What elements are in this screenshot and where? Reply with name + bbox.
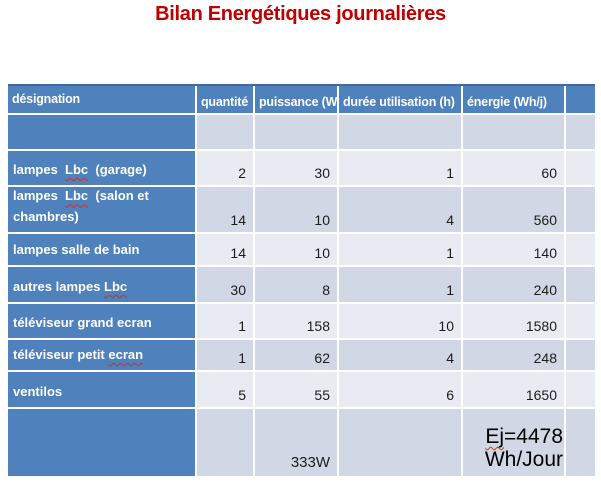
misspelled-word: Lbc [104,279,128,295]
cell-quantite: 14 [197,187,255,232]
header-duree: durée utilisation (h) [339,86,463,113]
cell-puissance [255,115,339,149]
cell-puissance: 158 [255,304,339,338]
cell-duree: 1 [339,151,463,185]
table-row: téléviseur petit ecran 1 62 4 248 [8,340,595,372]
header-quantite: quantité [197,86,255,113]
table-row: lampes salle de bain 14 10 1 140 [8,234,595,267]
cell-puissance: 8 [255,267,339,302]
cell-designation: lampes salle de bain [8,234,197,265]
cell-designation [8,115,197,149]
cell-puissance: 55 [255,372,339,407]
table-row: téléviseur grand ecran 1 158 10 1580 [8,304,595,340]
cell-puissance: 62 [255,340,339,370]
table-row: autres lampes Lbc 30 8 1 240 [8,267,595,304]
slide-title: Bilan Energétiques journalières [155,3,446,25]
table-row: lampes Lbc (garage) 2 30 1 60 [8,151,595,187]
cell-duree: 6 [339,372,463,407]
cell-duree: 1 [339,267,463,302]
cell-designation: téléviseur grand ecran [8,304,197,338]
cell-quantite: 1 [197,304,255,338]
cell-duree: 10 [339,304,463,338]
cell-extra [566,187,595,232]
cell-energie: 1580 [463,304,566,338]
cell-extra [566,409,595,476]
cell-energie: 560 [463,187,566,232]
cell-quantite: 2 [197,151,255,185]
cell-extra [566,372,595,407]
misspelled-word: Ej [485,424,505,448]
cell-energie: Ej=4478 Wh/Jour [463,409,566,476]
energy-table: désignation quantité puissance (W) durée ut… [8,84,595,476]
header-energie: énergie (Wh/j) [463,86,566,113]
cell-energie: 60 [463,151,566,185]
misspelled-word: Lbc [65,188,89,204]
cell-extra [566,115,595,149]
cell-quantite [197,115,255,149]
cell-energie: 1650 [463,372,566,407]
cell-duree: 1 [339,234,463,265]
cell-extra [566,234,595,265]
cell-puissance: 10 [255,187,339,232]
header-extra [566,86,595,113]
cell-energie: 140 [463,234,566,265]
cell-energie [463,115,566,149]
cell-extra [566,340,595,370]
cell-puissance: 10 [255,234,339,265]
cell-extra [566,304,595,338]
cell-quantite: 30 [197,267,255,302]
misspelled-word: Lbc [65,162,89,178]
cell-duree: 4 [339,340,463,370]
cell-puissance: 30 [255,151,339,185]
table-row [8,115,595,151]
cell-energie: 248 [463,340,566,370]
cell-designation [8,409,197,476]
cell-designation: autres lampes Lbc [8,267,197,302]
cell-duree: 4 [339,187,463,232]
cell-quantite: 1 [197,340,255,370]
cell-quantite [197,409,255,476]
cell-duree [339,409,463,476]
cell-designation: ventilos [8,372,197,407]
table-row: ventilos 5 55 6 1650 [8,372,595,409]
cell-designation: lampes Lbc (garage) [8,151,197,185]
table-row: lampes Lbc (salon et chambres) 14 10 4 560 [8,187,595,234]
table-header-row: désignation quantité puissance (W) durée ut… [8,84,595,115]
cell-energie: 240 [463,267,566,302]
header-designation: désignation [8,86,197,113]
cell-designation: téléviseur petit ecran [8,340,197,370]
table-row: 333W Ej=4478 Wh/Jour [8,409,595,476]
cell-designation: lampes Lbc (salon et chambres) [8,187,197,232]
cell-duree [339,115,463,149]
misspelled-word: ecran [108,347,144,363]
cell-extra [566,267,595,302]
cell-puissance: 333W [255,409,339,476]
cell-quantite: 14 [197,234,255,265]
cell-extra [566,151,595,185]
cell-quantite: 5 [197,372,255,407]
header-puissance: puissance (W) [255,86,339,113]
